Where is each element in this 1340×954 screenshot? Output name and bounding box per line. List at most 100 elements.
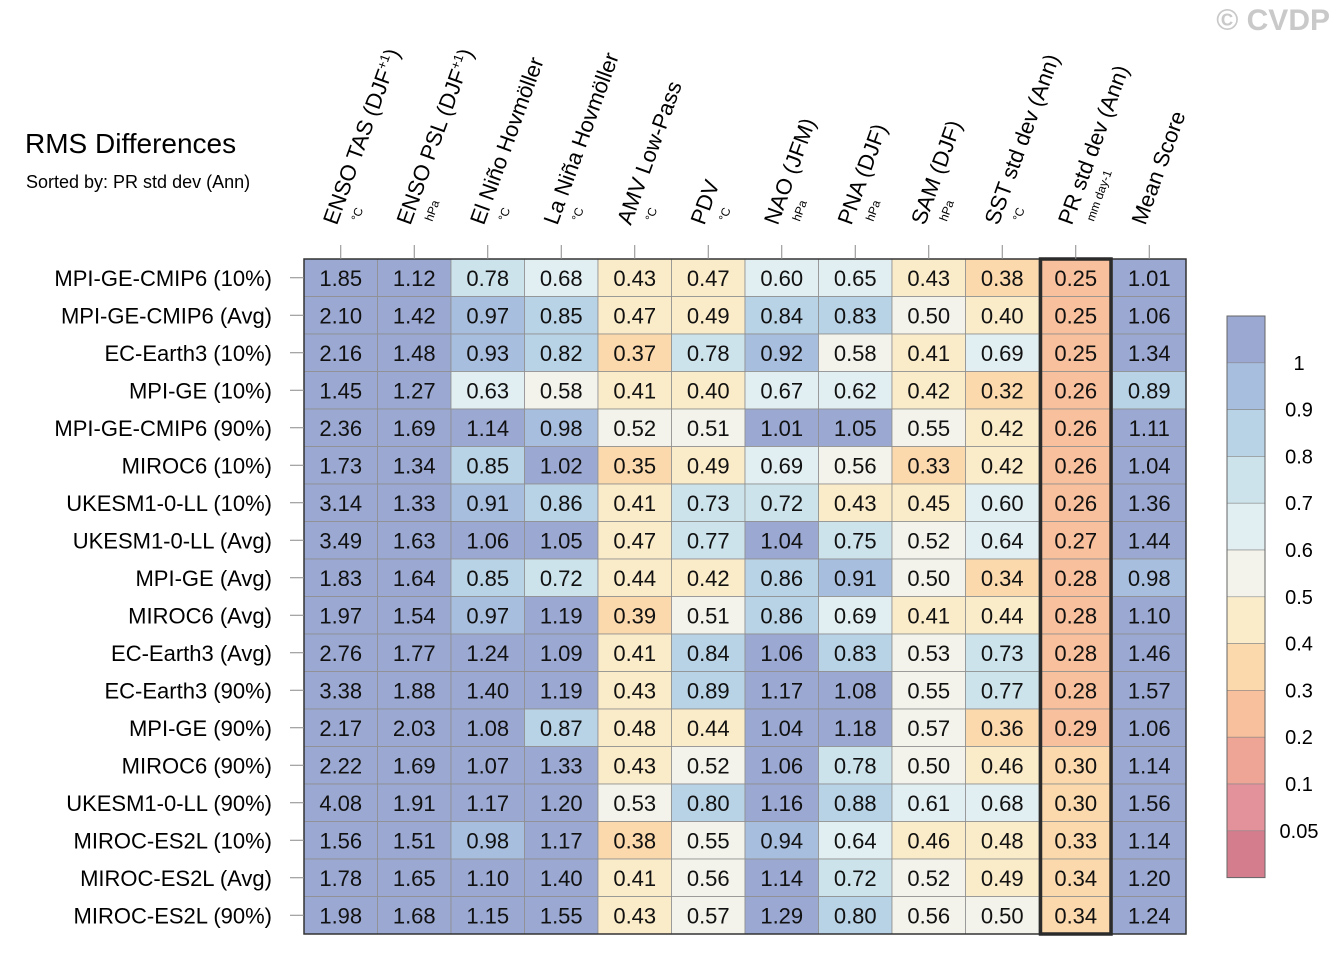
heatmap-cell: [671, 558, 746, 597]
colorbar-swatch: [1226, 315, 1266, 364]
cell-value-label: 0.67: [760, 378, 803, 403]
heatmap-cell: [303, 371, 378, 410]
cell-value-label: 1.85: [319, 266, 362, 291]
cell-value-label: 3.49: [319, 528, 362, 553]
heatmap-cell: [744, 746, 819, 785]
heatmap-cell: [965, 446, 1040, 485]
heatmap-cell: [671, 296, 746, 335]
column-label: Mean Score: [1126, 108, 1190, 228]
heatmap-cell: [1112, 408, 1187, 447]
cell-value-label: 1.11: [1129, 416, 1170, 441]
cell-value-label: 0.72: [540, 566, 583, 591]
cell-value-label: 1.55: [540, 903, 583, 928]
cell-value-label: 1.64: [393, 566, 436, 591]
cell-value-label: 0.51: [687, 603, 730, 628]
heatmap-cell: [818, 821, 893, 860]
cell-value-label: 0.26: [1054, 378, 1097, 403]
cell-value-label: 0.41: [907, 603, 950, 628]
cell-value-label: 0.83: [834, 303, 877, 328]
heatmap-cell: [818, 558, 893, 597]
heatmap-cell: [303, 408, 378, 447]
heatmap-cell: [818, 746, 893, 785]
column-label: NAO (JFM): [759, 115, 821, 228]
heatmap-cell: [524, 783, 599, 822]
cell-value-label: 0.97: [466, 303, 509, 328]
heatmap-cell: [671, 633, 746, 672]
cell-value-label: 0.45: [907, 491, 950, 516]
cell-value-label: 0.73: [687, 491, 730, 516]
column-units-label: °C: [1010, 205, 1028, 223]
row-label: UKESM1-0-LL (Avg): [73, 528, 272, 553]
cell-value-label: 1.17: [466, 791, 509, 816]
colorbar-tick-label: 0.05: [1280, 821, 1319, 843]
cell-value-label: 1.14: [466, 416, 509, 441]
cell-value-label: 0.94: [760, 828, 803, 853]
cell-value-label: 0.37: [613, 341, 656, 366]
heatmap-cell: [303, 558, 378, 597]
heatmap-cell: [524, 446, 599, 485]
cell-value-label: 0.33: [907, 453, 950, 478]
cell-value-label: 0.77: [981, 678, 1024, 703]
cell-value-label: 1.20: [540, 791, 583, 816]
heatmap-cell: [303, 708, 378, 747]
cell-value-label: 0.28: [1054, 641, 1097, 666]
heatmap-cell: [671, 408, 746, 447]
cell-value-label: 0.89: [1128, 378, 1171, 403]
cell-value-label: 0.78: [834, 753, 877, 778]
heatmap-cell: [524, 896, 599, 935]
chart-subtitle: Sorted by: PR std dev (Ann): [26, 172, 251, 192]
heatmap-cell: [891, 521, 966, 560]
cell-value-label: 3.14: [319, 491, 362, 516]
cell-value-label: 1.40: [540, 866, 583, 891]
heatmap-cell: [524, 483, 599, 522]
cell-value-label: 0.64: [834, 828, 877, 853]
heatmap-cell: [597, 783, 672, 822]
heatmap-cell: [891, 446, 966, 485]
heatmap-cell: [303, 671, 378, 710]
heatmap-cell: [965, 558, 1040, 597]
heatmap-cell: [1038, 821, 1113, 860]
cell-value-label: 0.91: [466, 491, 509, 516]
heatmap-cell: [597, 408, 672, 447]
colorbar-tick-label: 0.8: [1285, 446, 1313, 468]
cell-value-label: 1.77: [393, 641, 436, 666]
cell-value-label: 0.28: [1054, 603, 1097, 628]
cell-value-label: 1.51: [393, 828, 436, 853]
heatmap-cell: [744, 896, 819, 935]
heatmap-cell: [377, 671, 452, 710]
heatmap-cell: [377, 446, 452, 485]
heatmap-cell: [450, 746, 525, 785]
cell-value-label: 1.29: [760, 903, 803, 928]
cell-value-label: 0.85: [540, 303, 583, 328]
cell-value-label: 0.53: [907, 641, 950, 666]
cell-value-label: 0.43: [613, 266, 656, 291]
cell-value-label: 0.56: [907, 903, 950, 928]
cell-value-label: 0.53: [613, 791, 656, 816]
cell-value-label: 0.34: [1054, 903, 1097, 928]
cell-value-label: 0.52: [613, 416, 656, 441]
heatmap-cell: [965, 596, 1040, 635]
cell-value-label: 1.46: [1128, 641, 1171, 666]
cell-value-label: 0.65: [834, 266, 877, 291]
cell-value-label: 0.43: [907, 266, 950, 291]
cell-value-label: 1.12: [393, 266, 436, 291]
cell-value-label: 0.77: [687, 528, 730, 553]
colorbar-swatch: [1226, 690, 1266, 738]
row-label: EC-Earth3 (Avg): [111, 641, 272, 666]
row-label: UKESM1-0-LL (10%): [66, 491, 272, 516]
heatmap-cell: [671, 521, 746, 560]
cell-value-label: 0.78: [687, 341, 730, 366]
heatmap-cell: [1038, 258, 1113, 297]
cell-value-label: 0.58: [834, 341, 877, 366]
heatmap-cell: [597, 596, 672, 635]
column-units-label: °C: [569, 205, 587, 223]
cell-value-label: 2.03: [393, 716, 436, 741]
colorbar-swatch: [1226, 409, 1266, 457]
heatmap-cell: [671, 671, 746, 710]
cell-value-label: 1.17: [760, 678, 803, 703]
cell-value-label: 1.45: [319, 378, 362, 403]
cell-value-label: 2.10: [319, 303, 362, 328]
watermark: © CVDP: [1216, 4, 1330, 37]
heatmap-cell: [818, 783, 893, 822]
cell-value-label: 0.38: [981, 266, 1024, 291]
